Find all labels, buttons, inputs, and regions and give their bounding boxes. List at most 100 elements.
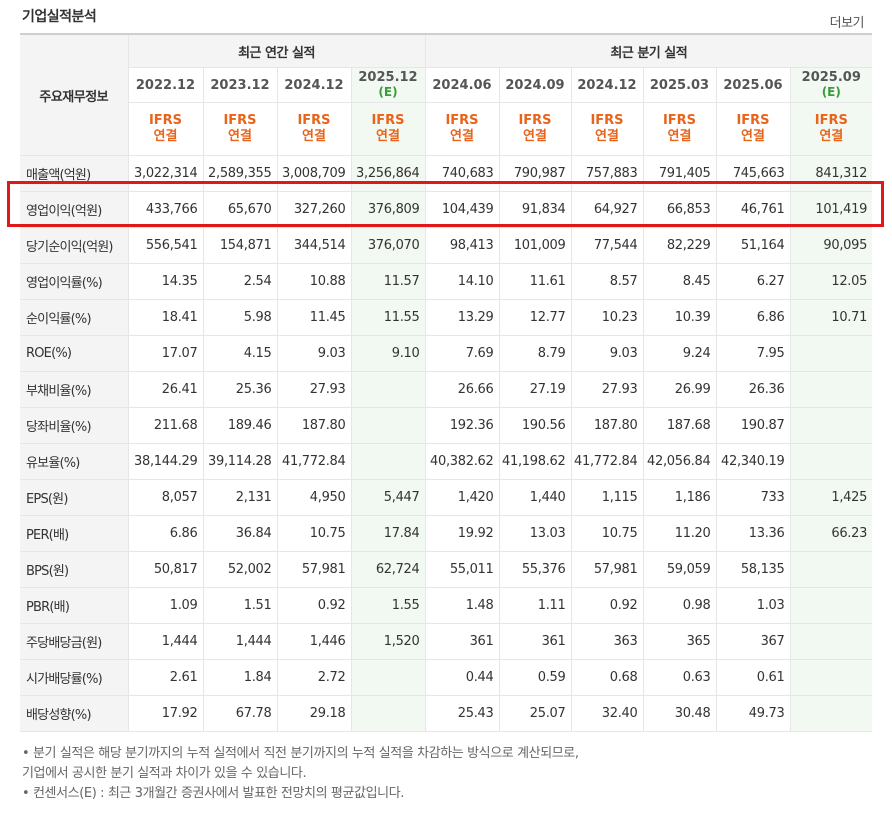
table-cell: 14.10 <box>424 263 499 300</box>
table-cell: 90,095 <box>789 227 873 264</box>
table-cell: 745,663 <box>715 155 790 192</box>
period-date: 2025.09 <box>801 70 861 85</box>
table-cell: 17.92 <box>127 695 203 732</box>
table-cell: 10.75 <box>570 515 643 552</box>
table-cell: 8.45 <box>642 263 716 300</box>
table-cell: 101,009 <box>498 227 571 264</box>
standard-ifrs: IFRS <box>590 113 624 128</box>
accounting-standard: IFRS 연결 <box>789 102 873 156</box>
table-cell: 66.23 <box>789 515 873 552</box>
table-cell <box>789 695 873 732</box>
table-row: 순이익률(%) 18.41 5.98 11.45 11.55 13.29 12.77 10.2… <box>20 299 873 336</box>
table-row: 배당성향(%) 17.92 67.78 29.18 25.43 25.07 32.40 30.… <box>20 695 873 732</box>
table-cell: 98,413 <box>424 227 499 264</box>
table-cell: 7.95 <box>715 335 790 372</box>
period-date: 2023.12 <box>210 77 270 93</box>
standard-ifrs: IFRS <box>445 113 479 128</box>
table-cell: 1,444 <box>127 623 203 660</box>
table-cell: 376,070 <box>350 227 425 264</box>
table-cell: 65,670 <box>202 191 277 228</box>
table-cell: 6.86 <box>127 515 203 552</box>
group-quarter-header: 최근 분기 실적 <box>424 34 873 68</box>
table-cell: 9.10 <box>350 335 425 372</box>
table-cell: 3,256,864 <box>350 155 425 192</box>
table-cell: 1,440 <box>498 479 571 516</box>
period-date: 2024.12 <box>577 77 637 93</box>
table-cell: 42,340.19 <box>715 443 790 480</box>
table-cell: 5,447 <box>350 479 425 516</box>
table-cell: 91,834 <box>498 191 571 228</box>
table-cell: 57,981 <box>570 551 643 588</box>
row-label: 부채비율(%) <box>20 371 128 408</box>
table-cell: 7.69 <box>424 335 499 372</box>
table-cell: 9.24 <box>642 335 716 372</box>
table-cell: 192.36 <box>424 407 499 444</box>
row-label: PER(배) <box>20 515 128 552</box>
period-date: 2024.06 <box>432 77 492 93</box>
table-row: 매출액(억원) 3,022,314 2,589,355 3,008,709 3,256,… <box>20 155 873 192</box>
table-cell: 10.23 <box>570 299 643 336</box>
estimate-mark: (E) <box>378 85 398 99</box>
accounting-standard: IFRS 연결 <box>642 102 716 156</box>
table-cell: 11.61 <box>498 263 571 300</box>
table-row: 영업이익률(%) 14.35 2.54 10.88 11.57 14.10 11.61 8.5… <box>20 263 873 300</box>
table-cell <box>789 587 873 624</box>
table-cell: 9.03 <box>570 335 643 372</box>
table-cell: 41,772.84 <box>570 443 643 480</box>
table-cell: 29.18 <box>276 695 351 732</box>
period-date: 2024.12 <box>284 77 344 93</box>
table-cell: 1.03 <box>715 587 790 624</box>
period-header: 2025.06 <box>715 67 790 103</box>
table-cell: 13.03 <box>498 515 571 552</box>
table-cell: 1.48 <box>424 587 499 624</box>
period-header: 2025.12 (E) <box>350 67 425 103</box>
table-cell <box>789 623 873 660</box>
table-cell: 57,981 <box>276 551 351 588</box>
table-cell <box>350 407 425 444</box>
standard-ifrs: IFRS <box>518 113 552 128</box>
row-label: 배당성향(%) <box>20 695 128 732</box>
table-cell <box>350 659 425 696</box>
table-cell: 361 <box>424 623 499 660</box>
table-cell: 67.78 <box>202 695 277 732</box>
row-label: PBR(배) <box>20 587 128 624</box>
table-cell: 25.07 <box>498 695 571 732</box>
row-label: 시가배당률(%) <box>20 659 128 696</box>
table-cell <box>789 335 873 372</box>
standard-ifrs: IFRS <box>736 113 770 128</box>
table-row: 영업이익(억원) 433,766 65,670 327,260 376,809 104,4… <box>20 191 873 228</box>
table-cell: 1,115 <box>570 479 643 516</box>
period-date: 2025.06 <box>723 77 783 93</box>
table-cell <box>789 371 873 408</box>
table-cell: 2,589,355 <box>202 155 277 192</box>
table-cell: 1.55 <box>350 587 425 624</box>
period-header: 2022.12 <box>127 67 203 103</box>
table-cell: 13.36 <box>715 515 790 552</box>
row-label: 유보율(%) <box>20 443 128 480</box>
table-cell: 211.68 <box>127 407 203 444</box>
table-cell: 0.44 <box>424 659 499 696</box>
table-cell: 6.86 <box>715 299 790 336</box>
standard-consolidated: 연결 <box>153 129 178 144</box>
table-cell: 26.99 <box>642 371 716 408</box>
table-cell: 0.68 <box>570 659 643 696</box>
standard-consolidated: 연결 <box>228 129 252 144</box>
table-cell: 25.36 <box>202 371 277 408</box>
table-cell: 50,817 <box>127 551 203 588</box>
more-link[interactable]: 더보기 <box>829 16 865 31</box>
footnotes: • 분기 실적은 해당 분기까지의 누적 실적에서 직전 분기까지의 누적 실적… <box>22 744 579 804</box>
table-cell: 11.55 <box>350 299 425 336</box>
footnote-2: 기업에서 공시한 분기 실적과 차이가 있을 수 있습니다. <box>22 766 307 781</box>
table-cell: 190.87 <box>715 407 790 444</box>
table-cell: 41,772.84 <box>276 443 351 480</box>
table-cell: 2.72 <box>276 659 351 696</box>
table-cell: 62,724 <box>350 551 425 588</box>
table-cell: 1.09 <box>127 587 203 624</box>
table-cell: 8,057 <box>127 479 203 516</box>
period-date: 2024.09 <box>505 77 565 93</box>
table-cell: 64,927 <box>570 191 643 228</box>
table-cell: 433,766 <box>127 191 203 228</box>
table-cell: 0.59 <box>498 659 571 696</box>
table-row: ROE(%) 17.07 4.15 9.03 9.10 7.69 8.79 9.03 9.24 7… <box>20 335 873 372</box>
accounting-standard: IFRS 연결 <box>715 102 790 156</box>
